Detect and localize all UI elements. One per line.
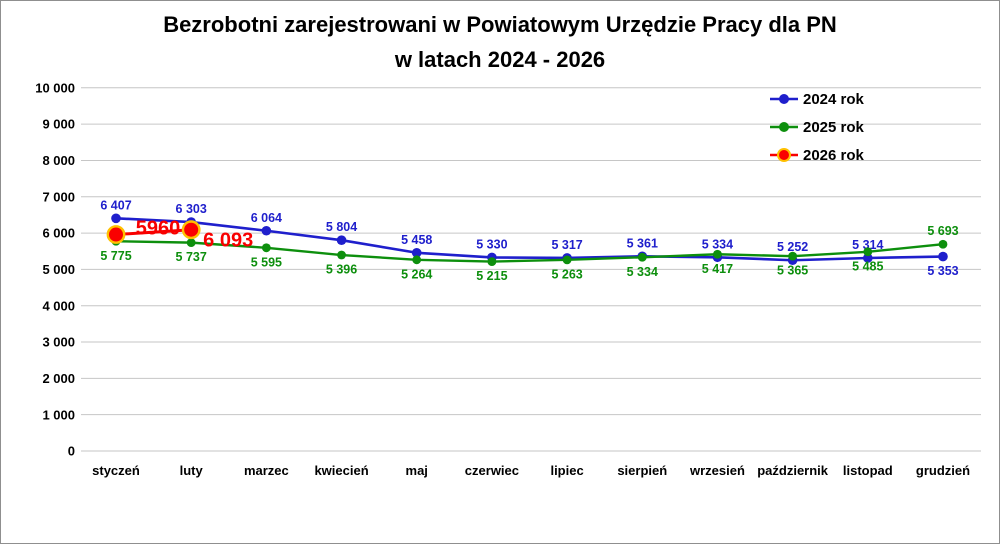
- data-point-marker: [938, 251, 948, 262]
- data-point-label: 5 396: [326, 263, 357, 277]
- legend-marker-icon: [777, 148, 791, 162]
- x-axis-month-label: czerwiec: [465, 463, 519, 478]
- data-point-marker: [261, 225, 272, 236]
- data-point-label: 5 365: [777, 264, 808, 278]
- chart-title: Bezrobotni zarejestrowani w Powiatowym U…: [1, 7, 999, 77]
- data-point-label: 5 252: [777, 240, 808, 254]
- data-point-marker: [863, 253, 873, 263]
- x-axis-month-label: maj: [406, 463, 428, 478]
- series-line-2025-rok: [115, 240, 944, 263]
- y-axis-tick-label: 9 000: [42, 117, 75, 132]
- y-axis-tick-label: 10 000: [35, 80, 75, 95]
- y-axis-tick-label: 2 000: [42, 371, 75, 386]
- series-line-2024-rok: [115, 216, 944, 262]
- data-point-marker: [111, 213, 121, 224]
- chart-title-line2: w latach 2024 - 2026: [394, 47, 606, 72]
- data-point-marker: [336, 235, 347, 245]
- chart-title-line1: Bezrobotni zarejestrowani w Powiatowym U…: [163, 12, 837, 37]
- x-axis-month-label: styczeń: [92, 463, 140, 478]
- data-point-label: 5 804: [326, 220, 357, 234]
- data-point-label: 6 303: [176, 202, 207, 216]
- data-point-label: 5 334: [702, 237, 733, 251]
- data-point-marker: [411, 247, 422, 258]
- data-point-marker: [863, 247, 873, 257]
- x-axis-month-label: listopad: [843, 463, 893, 478]
- data-point-marker: [938, 239, 948, 249]
- data-point-label: 5 458: [401, 233, 432, 247]
- data-point-label: 5 693: [927, 224, 958, 238]
- data-point-marker: [637, 252, 647, 262]
- data-point-label: 5 330: [476, 237, 507, 251]
- x-axis-month-label: marzec: [244, 463, 289, 478]
- data-point-label: 5 334: [627, 265, 658, 279]
- x-axis-month-label: wrzesień: [689, 463, 745, 478]
- legend-label: 2025 rok: [803, 119, 865, 136]
- y-axis-tick-label: 1 000: [42, 407, 75, 422]
- legend-marker-icon: [779, 122, 789, 132]
- data-point-label: 6 093: [203, 230, 253, 252]
- data-point-label: 5 417: [702, 262, 733, 276]
- y-axis-tick-label: 4 000: [42, 298, 75, 313]
- legend-label: 2026 rok: [803, 147, 865, 164]
- data-point-marker: [412, 255, 422, 265]
- data-point-marker: [186, 238, 196, 248]
- data-point-label: 5 353: [927, 264, 958, 278]
- y-axis-tick-label: 8 000: [42, 153, 75, 168]
- x-axis-month-label: październik: [757, 463, 829, 478]
- x-axis-month-label: luty: [180, 463, 204, 478]
- data-point-label: 6 064: [251, 211, 282, 225]
- y-axis-tick-label: 3 000: [42, 335, 75, 350]
- data-point-label: 5 595: [251, 255, 282, 269]
- legend-label: 2024 rok: [803, 91, 865, 108]
- y-axis-tick-label: 5 000: [42, 262, 75, 277]
- data-point-marker: [562, 255, 572, 265]
- x-axis-month-label: sierpień: [617, 463, 667, 478]
- legend-marker-icon: [779, 94, 789, 104]
- data-point-label: 5 215: [476, 269, 507, 283]
- y-axis-tick-label: 7 000: [42, 189, 75, 204]
- data-point-label: 5960: [136, 218, 181, 240]
- data-point-label: 5 317: [551, 238, 582, 252]
- series-line-2026-rok: [115, 228, 192, 237]
- data-point-marker: [181, 220, 201, 240]
- data-point-label: 5 263: [551, 267, 582, 281]
- data-point-marker: [788, 251, 798, 261]
- x-axis-month-label: grudzień: [916, 463, 970, 478]
- data-point-marker: [261, 243, 271, 253]
- data-point-marker: [106, 225, 126, 244]
- y-axis-tick-label: 0: [68, 444, 75, 459]
- y-axis-tick-label: 6 000: [42, 226, 75, 241]
- data-point-label: 5 264: [401, 267, 432, 281]
- data-point-label: 5 361: [627, 236, 658, 250]
- data-point-label: 5 775: [100, 249, 131, 263]
- data-point-label: 5 485: [852, 259, 883, 273]
- data-point-label: 6 407: [100, 198, 131, 212]
- data-point-label: 5 314: [852, 238, 883, 252]
- data-point-marker: [487, 257, 497, 266]
- data-point-marker: [337, 250, 346, 260]
- x-axis-month-label: lipiec: [550, 463, 583, 478]
- x-axis-month-label: kwiecień: [314, 463, 368, 478]
- data-point-marker: [713, 249, 722, 259]
- data-point-label: 5 737: [176, 250, 207, 264]
